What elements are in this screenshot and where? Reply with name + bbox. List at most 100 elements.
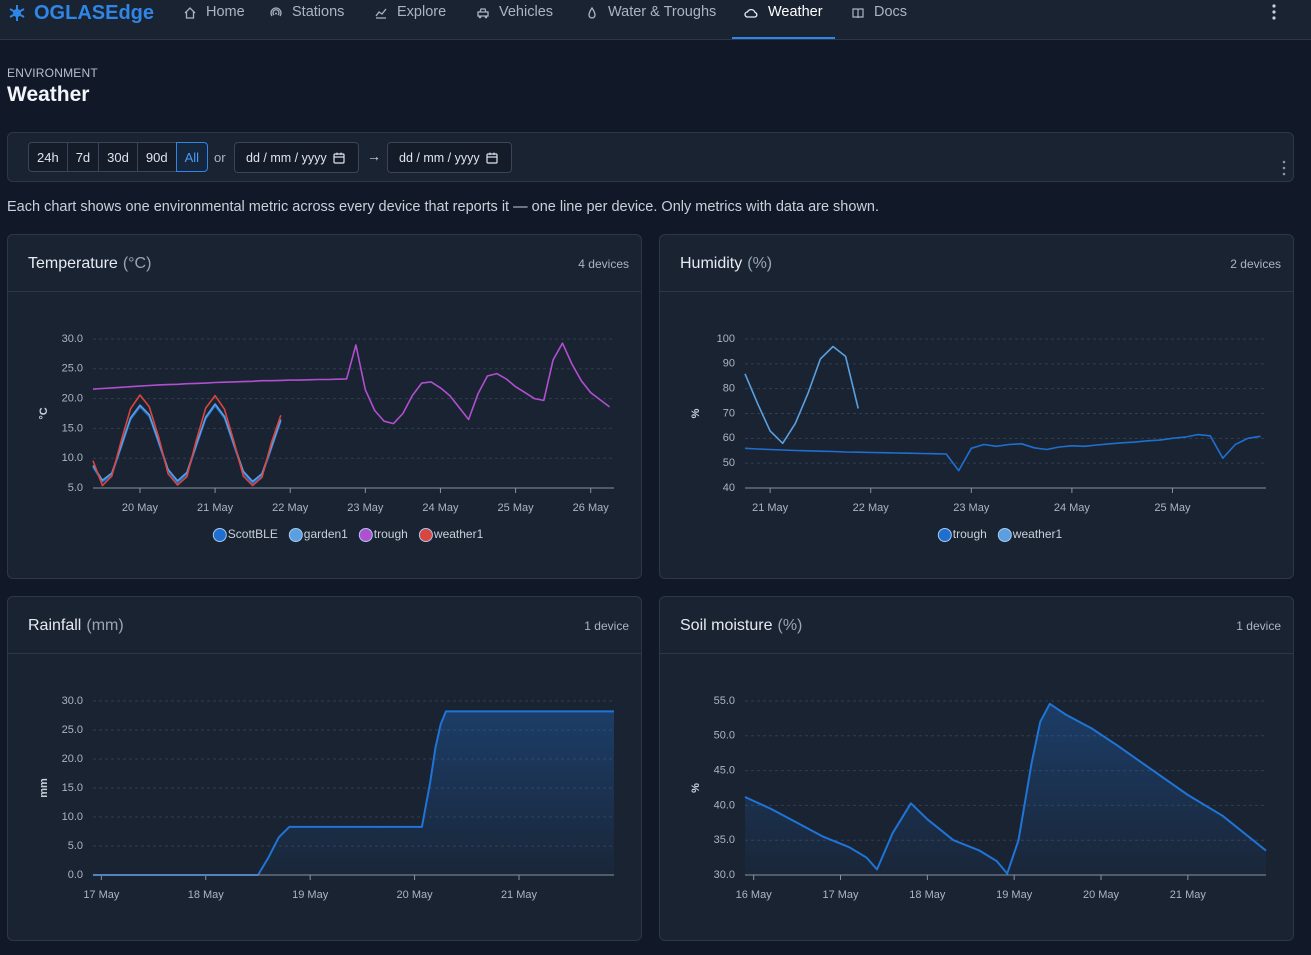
chart-unit: (°C) xyxy=(122,255,152,272)
legend-label: garden1 xyxy=(304,527,348,541)
brand[interactable]: OGLASEdge xyxy=(8,0,154,26)
calendar-icon xyxy=(485,152,498,164)
or-label: or xyxy=(214,150,226,165)
y-tick-label: 70 xyxy=(723,407,735,419)
chart-title: Soil moisture (%) xyxy=(680,617,802,635)
range-button[interactable]: 24h xyxy=(28,142,68,172)
y-tick-label: 10.0 xyxy=(62,452,83,464)
date-input[interactable]: dd / mm / yyyy xyxy=(234,142,359,173)
brand-icon xyxy=(9,5,25,21)
legend-marker xyxy=(997,528,1012,542)
legend-marker xyxy=(937,528,952,542)
nav-item[interactable]: Docs xyxy=(840,0,919,39)
nav-label: Weather xyxy=(768,4,823,20)
area-fill xyxy=(93,711,614,875)
nav-item[interactable]: Stations xyxy=(258,0,356,39)
date-input[interactable]: dd / mm / yyyy xyxy=(387,142,512,173)
chart-title-text: Humidity xyxy=(680,255,743,272)
legend-label: weather1 xyxy=(1012,527,1063,541)
nav-label: Docs xyxy=(874,4,908,20)
chart-card: Temperature (°C) 4 devices 5.0 10.0 15.0 20.0… xyxy=(7,234,642,579)
y-tick-label: 30.0 xyxy=(62,333,83,345)
nav-item[interactable]: Water & Troughs xyxy=(574,0,728,39)
legend-label: trough xyxy=(374,527,408,541)
y-tick-label: 50.0 xyxy=(714,730,735,742)
y-tick-label: 30.0 xyxy=(62,695,83,707)
chart-card: Soil moisture (%) 1 device 30.0 35.0 40.0 45.… xyxy=(659,596,1294,941)
x-tick-label: 23 May xyxy=(347,502,384,514)
y-axis-label: mm xyxy=(38,778,50,798)
legend-item[interactable]: weather1 xyxy=(997,527,1063,542)
y-tick-label: 50 xyxy=(723,457,735,469)
x-tick-label: 23 May xyxy=(953,502,990,514)
nav-item[interactable]: Weather xyxy=(732,0,835,39)
y-tick-label: 5.0 xyxy=(68,840,83,852)
x-tick-label: 25 May xyxy=(498,502,535,514)
chart: 0.0 5.0 10.0 15.0 20.0 25.0 30.0 17 May 18 May 19… xyxy=(38,695,614,901)
area-fill xyxy=(745,703,1266,875)
legend-item[interactable]: trough xyxy=(937,527,987,542)
legend-item[interactable]: trough xyxy=(358,527,408,542)
chart-unit: (mm) xyxy=(86,617,124,634)
chart-title-text: Soil moisture xyxy=(680,617,773,634)
eyebrow: ENVIRONMENT xyxy=(7,66,98,80)
y-axis-label: °C xyxy=(38,407,50,419)
y-tick-label: 35.0 xyxy=(714,834,735,846)
legend-label: ScottBLE xyxy=(228,527,278,541)
y-tick-label: 80 xyxy=(723,383,735,395)
description: Each chart shows one environmental metri… xyxy=(7,199,880,215)
menu-button[interactable] xyxy=(1270,3,1278,21)
range-button[interactable]: 90d xyxy=(136,142,177,172)
date-placeholder: dd / mm / yyyy xyxy=(246,150,327,165)
legend-item[interactable]: weather1 xyxy=(418,527,484,542)
chart: 30.0 35.0 40.0 45.0 50.0 55.0 16 May 17 May 18 M… xyxy=(690,695,1267,901)
x-tick-label: 21 May xyxy=(501,889,538,901)
series-line xyxy=(744,345,859,445)
range-button[interactable]: All xyxy=(175,142,209,172)
filter-bar: 24h 7d 30d 90d All or dd / mm / yyyy → d… xyxy=(7,132,1294,182)
y-tick-label: 5.0 xyxy=(68,482,83,494)
nav-icon xyxy=(852,8,864,19)
nav-icon xyxy=(588,7,596,19)
y-tick-label: 20.0 xyxy=(62,393,83,405)
legend-marker xyxy=(358,528,373,542)
y-tick-label: 25.0 xyxy=(62,724,83,736)
legend-marker xyxy=(418,528,433,542)
card-header: Soil moisture (%) 1 device xyxy=(660,597,1293,654)
x-tick-label: 18 May xyxy=(188,889,225,901)
nav-icon xyxy=(184,7,196,19)
x-tick-label: 20 May xyxy=(122,502,159,514)
legend-marker xyxy=(288,528,303,542)
nav-item[interactable]: Explore xyxy=(363,0,458,39)
nav-label: Stations xyxy=(292,4,345,20)
y-tick-label: 25.0 xyxy=(62,363,83,375)
series-line xyxy=(92,403,282,483)
x-tick-label: 19 May xyxy=(996,889,1033,901)
legend-item[interactable]: ScottBLE xyxy=(212,527,278,542)
nav-icon xyxy=(744,8,758,18)
chart-unit: (%) xyxy=(777,617,803,634)
range-button[interactable]: 7d xyxy=(66,142,100,172)
series-line xyxy=(92,342,610,425)
chart-title: Rainfall (mm) xyxy=(28,617,124,635)
x-tick-label: 17 May xyxy=(83,889,120,901)
x-tick-label: 24 May xyxy=(1054,502,1091,514)
nav-item[interactable]: Home xyxy=(172,0,257,39)
date-placeholder: dd / mm / yyyy xyxy=(399,150,480,165)
legend-item[interactable]: garden1 xyxy=(288,527,348,542)
x-tick-label: 22 May xyxy=(272,502,309,514)
range-button[interactable]: 30d xyxy=(98,142,138,172)
y-tick-label: 30.0 xyxy=(714,869,735,881)
range-group: 24h 7d 30d 90d All xyxy=(28,142,209,172)
y-tick-label: 40 xyxy=(723,482,735,494)
filter-menu[interactable] xyxy=(1280,159,1288,177)
y-tick-label: 100 xyxy=(717,333,735,345)
device-count: 1 device xyxy=(1236,619,1281,633)
chart-title-text: Temperature xyxy=(28,255,118,272)
x-tick-label: 20 May xyxy=(397,889,434,901)
nav-icon xyxy=(477,8,489,19)
nav-item[interactable]: Vehicles xyxy=(465,0,565,39)
device-count: 2 devices xyxy=(1230,257,1281,271)
y-tick-label: 40.0 xyxy=(714,799,735,811)
